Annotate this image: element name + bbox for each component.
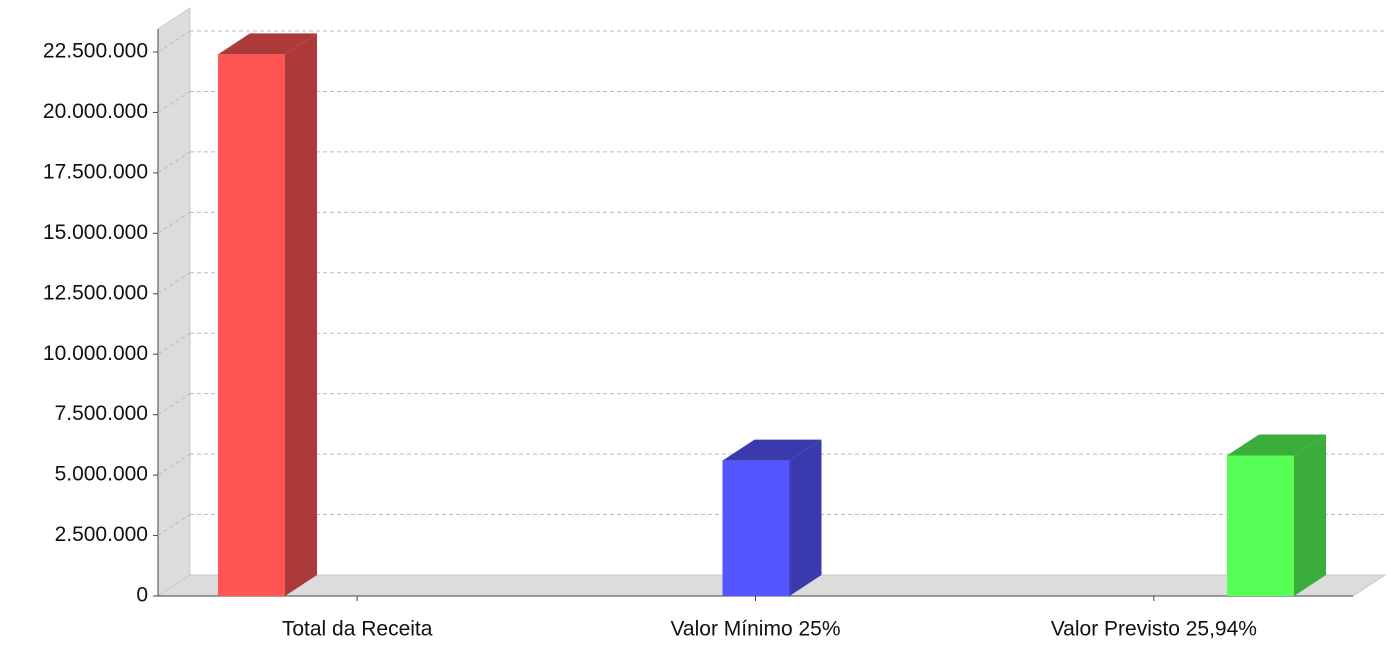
grid-line	[157, 332, 191, 355]
grid-line	[157, 393, 191, 416]
y-tick-label: 22.500.000	[43, 40, 148, 63]
bar-side	[285, 33, 317, 596]
y-tick-label: 5.000.000	[55, 463, 148, 486]
bar-top	[1227, 434, 1326, 456]
bar	[722, 439, 822, 596]
grid-line	[157, 272, 191, 295]
y-tick-label: 10.000.000	[43, 342, 148, 365]
bar	[218, 33, 317, 596]
y-tick-label: 17.500.000	[43, 160, 148, 183]
y-tick-label: 2.500.000	[55, 523, 148, 546]
bar-top	[218, 33, 317, 55]
bar-front	[1227, 455, 1294, 596]
y-tick-label: 12.500.000	[43, 281, 148, 304]
grid-line	[157, 151, 191, 174]
y-tick-label: 15.000.000	[43, 221, 148, 244]
grid-line	[157, 514, 191, 536]
bar-front	[722, 460, 790, 596]
left-wall	[157, 7, 191, 597]
bar	[1227, 434, 1326, 596]
grid-line	[157, 91, 191, 113]
grid-line	[157, 211, 191, 234]
bar-top	[722, 439, 822, 461]
grid-line	[157, 453, 191, 476]
bar-front	[218, 54, 285, 596]
x-tick-label: Total da Receita	[282, 618, 433, 641]
y-tick-label: 20.000.000	[43, 100, 148, 123]
bar-side	[789, 439, 822, 596]
grid-line	[157, 30, 191, 53]
y-tick-label: 7.500.000	[55, 402, 148, 425]
y-tick-label: 0	[136, 584, 148, 607]
x-tick-label: Valor Previsto 25,94%	[1051, 618, 1257, 641]
x-tick-label: Valor Mínimo 25%	[670, 618, 840, 641]
bar-side	[1294, 434, 1326, 596]
